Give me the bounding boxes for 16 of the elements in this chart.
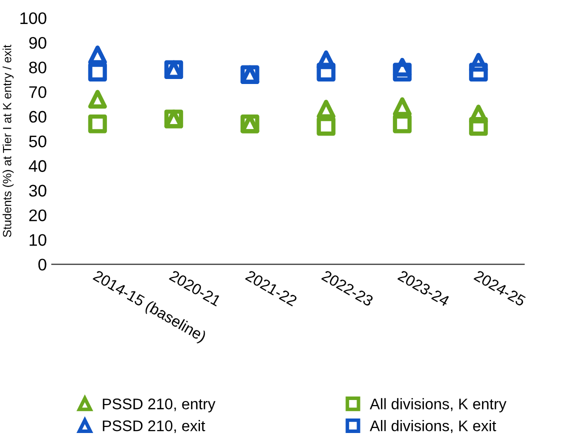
y-axis-title: Students (%) at Tier I at K entry / exit xyxy=(2,44,14,238)
y-tick-label: 10 xyxy=(30,234,46,246)
legend-label: PSSD 210, exit xyxy=(102,420,206,434)
y-tick-label: 0 xyxy=(38,258,46,271)
y-tick-label: 50 xyxy=(29,136,46,148)
y-tick-label: 100 xyxy=(20,12,46,24)
y-tick-label: 20 xyxy=(29,209,46,222)
legend-label: PSSD 210, entry xyxy=(102,398,216,412)
y-tick-label: 70 xyxy=(29,86,46,98)
y-tick-label: 80 xyxy=(29,62,46,74)
y-tick-label: 60 xyxy=(29,110,46,123)
y-tick-label: 30 xyxy=(29,184,46,197)
legend-label: All divisions, K entry xyxy=(370,398,506,412)
y-tick-label: 90 xyxy=(29,36,46,49)
legend-label: All divisions, K exit xyxy=(370,420,496,434)
y-tick-label: 40 xyxy=(28,160,46,172)
